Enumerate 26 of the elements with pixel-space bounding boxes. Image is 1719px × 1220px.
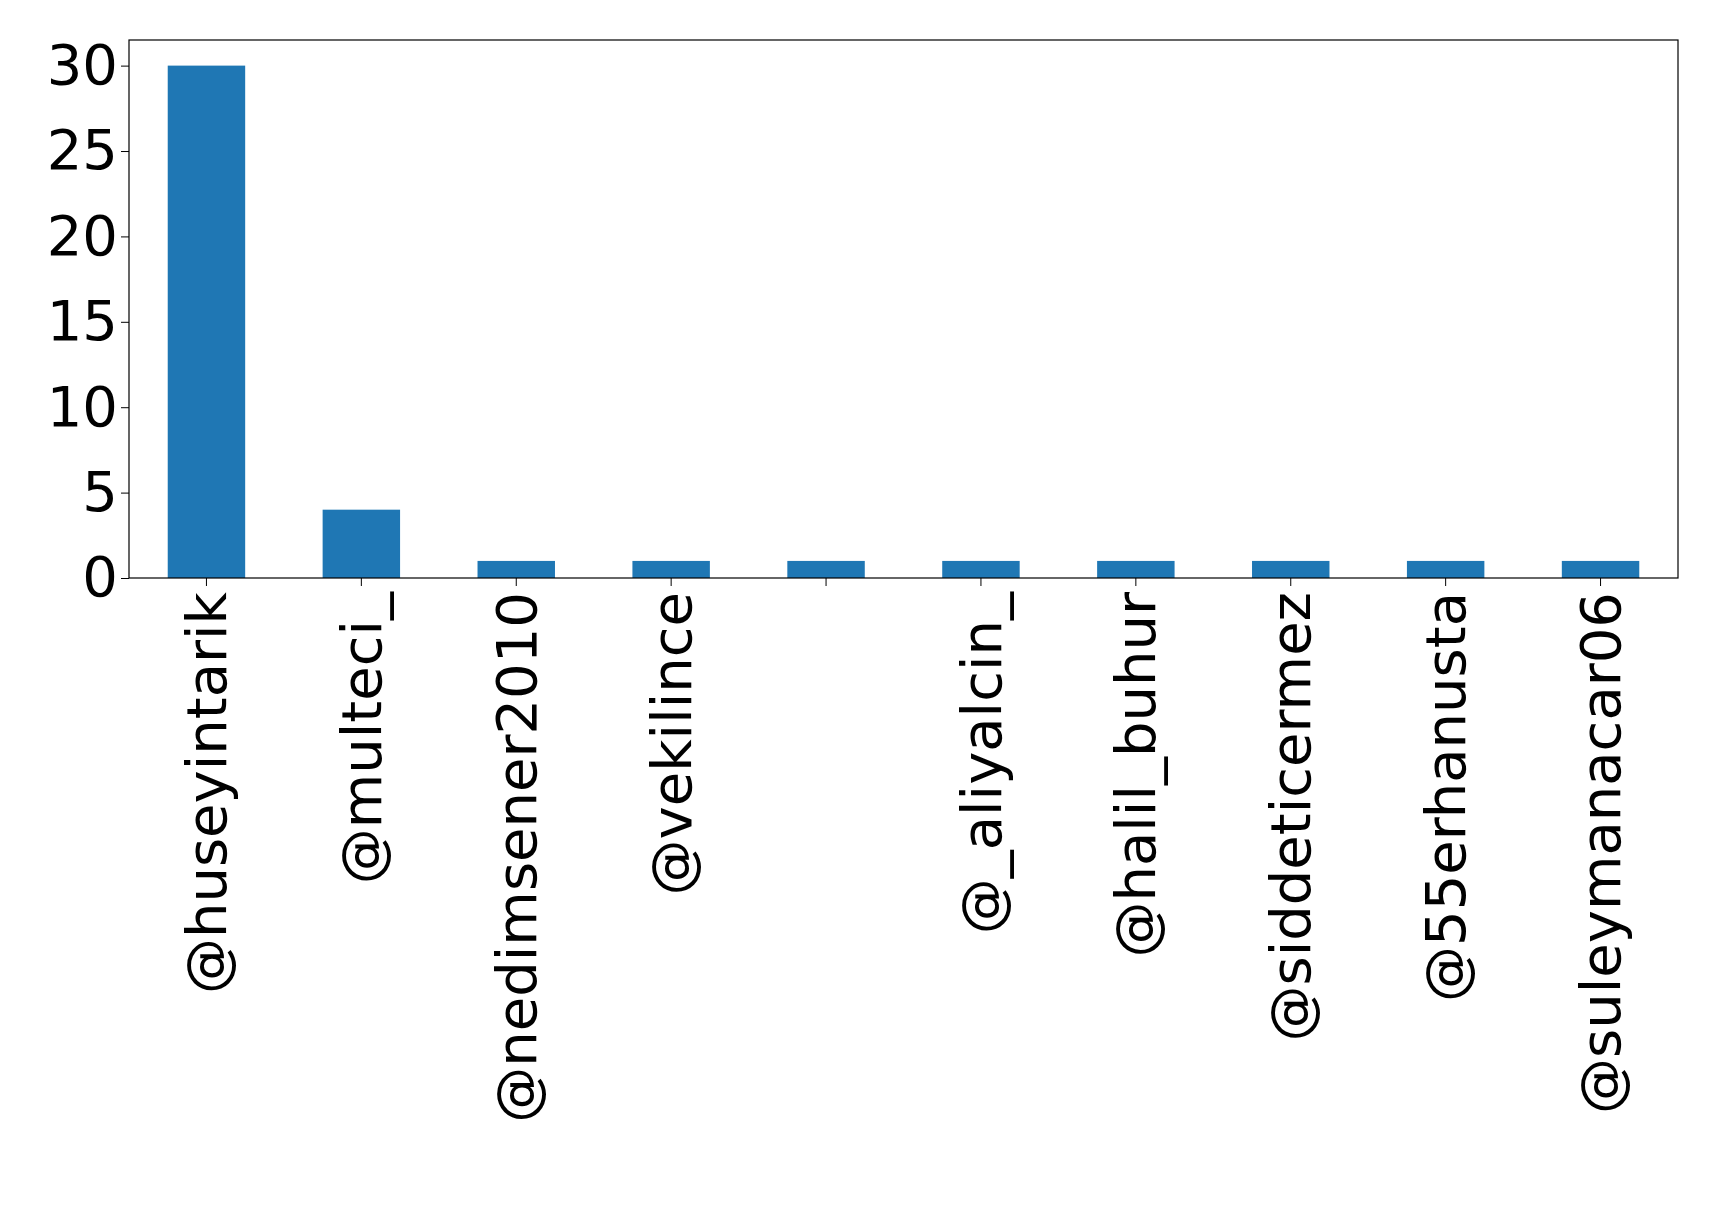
bar	[787, 560, 865, 578]
bar	[942, 560, 1020, 578]
x-tick-label: @suleymanacar06	[1568, 592, 1634, 1114]
y-tick-label: 5	[82, 459, 118, 525]
x-tick-label: @vekilince	[638, 592, 704, 896]
x-tick-label: @_aliyalcin_	[948, 591, 1014, 935]
bar	[167, 65, 246, 578]
y-tick-label: 20	[46, 202, 118, 268]
x-tick-label: @55erhanusta	[1413, 592, 1479, 1002]
y-tick-label: 10	[46, 373, 118, 439]
bar	[1252, 560, 1330, 578]
bar	[1561, 560, 1640, 578]
y-tick-label: 25	[46, 117, 118, 183]
x-tick-label: @halil_buhur	[1103, 591, 1169, 958]
y-tick-label: 15	[46, 288, 118, 354]
bar	[477, 560, 555, 578]
x-tick-label: @siddeticermez	[1258, 592, 1324, 1042]
y-tick-label: 0	[82, 544, 118, 610]
x-tick-label: @multeci_	[328, 591, 394, 885]
y-tick-label: 30	[46, 32, 118, 98]
x-tick-label: @huseyintarik	[174, 591, 240, 995]
bar	[322, 509, 401, 578]
bar	[632, 560, 710, 578]
bar	[1097, 560, 1175, 578]
bar	[1406, 560, 1485, 578]
x-tick-label: @nedimsener2010	[483, 592, 549, 1123]
